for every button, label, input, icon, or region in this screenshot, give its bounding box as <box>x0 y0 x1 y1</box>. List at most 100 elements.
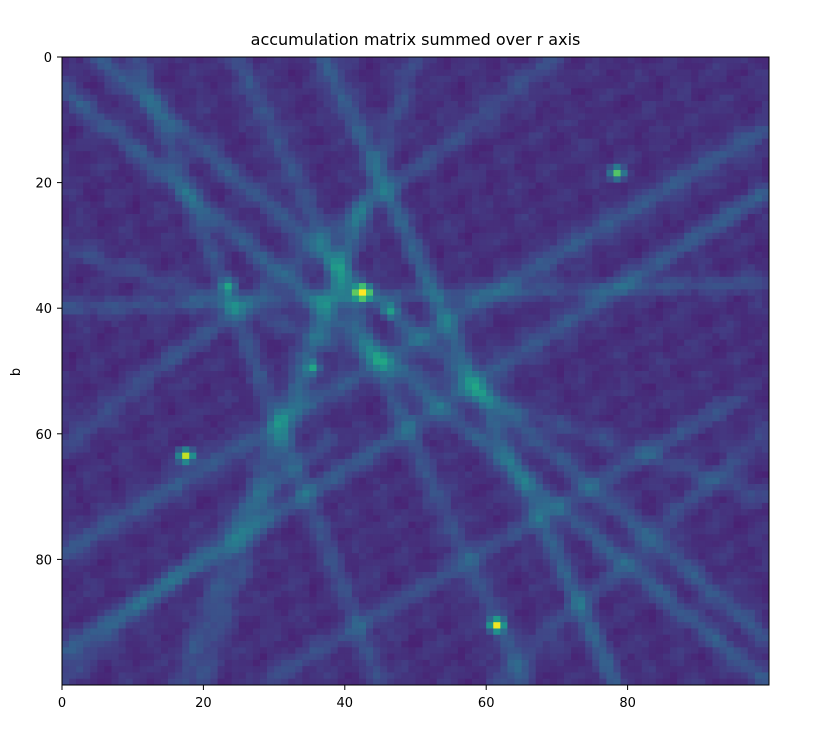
heatmap-cell <box>535 207 544 215</box>
heatmap-cell <box>677 283 685 290</box>
heatmap-cell <box>387 201 395 209</box>
heatmap-cell <box>337 257 346 265</box>
heatmap-cell <box>295 63 303 70</box>
heatmap-cell <box>330 358 339 366</box>
heatmap-cell <box>705 214 713 221</box>
heatmap-cell <box>401 63 409 70</box>
heatmap-cell <box>366 107 374 114</box>
heatmap-cell <box>493 100 501 108</box>
heatmap-cell <box>90 308 98 315</box>
heatmap-cell <box>224 63 233 70</box>
heatmap-cell <box>245 201 254 209</box>
heatmap-cell <box>535 176 544 183</box>
heatmap-cell <box>344 333 353 340</box>
heatmap-cell <box>740 352 749 359</box>
heatmap-cell <box>252 195 261 202</box>
heatmap-cell <box>401 345 409 353</box>
heatmap-cell <box>556 157 565 165</box>
heatmap-cell <box>684 163 692 171</box>
heatmap-cell <box>330 138 339 146</box>
heatmap-cell <box>281 163 289 171</box>
heatmap-cell <box>62 107 70 114</box>
heatmap-cell <box>139 163 148 171</box>
heatmap-cell <box>394 214 402 221</box>
heatmap-cell <box>90 88 98 96</box>
heatmap-cell <box>684 220 692 227</box>
heatmap-cell <box>613 88 621 96</box>
heatmap-cell <box>443 320 452 328</box>
heatmap-cell <box>408 270 416 278</box>
heatmap-cell <box>274 163 282 171</box>
heatmap-cell <box>160 176 169 183</box>
heatmap-cell <box>698 345 706 353</box>
heatmap-cell <box>160 188 169 196</box>
heatmap-cell <box>182 239 190 246</box>
heatmap-cell <box>613 94 621 102</box>
heatmap-cell <box>83 207 91 215</box>
heatmap-cell <box>740 327 749 334</box>
heatmap-cell <box>507 132 515 140</box>
heatmap-cell <box>655 239 664 246</box>
heatmap-cell <box>500 245 508 253</box>
heatmap-cell <box>507 138 515 146</box>
heatmap-cell <box>450 63 459 70</box>
heatmap-cell <box>507 182 515 190</box>
heatmap-cell <box>662 308 671 315</box>
heatmap-cell <box>302 289 310 297</box>
heatmap-cell <box>662 163 671 171</box>
heatmap-cell <box>549 283 558 290</box>
heatmap-cell <box>479 314 487 322</box>
heatmap-cell <box>464 163 473 171</box>
heatmap-cell <box>415 364 423 372</box>
heatmap-cell <box>670 339 678 347</box>
heatmap-cell <box>97 138 105 146</box>
heatmap-cell <box>479 327 487 334</box>
heatmap-cell <box>472 107 480 114</box>
heatmap-cell <box>528 94 537 102</box>
heatmap-cell <box>153 308 162 315</box>
heatmap-cell <box>450 232 459 240</box>
heatmap-cell <box>97 308 105 315</box>
heatmap-cell <box>373 69 381 77</box>
heatmap-cell <box>252 207 261 215</box>
heatmap-cell <box>408 75 416 83</box>
heatmap-cell <box>316 308 324 315</box>
heatmap-cell <box>69 57 77 64</box>
heatmap-cell <box>429 214 438 221</box>
heatmap-cell <box>288 163 296 171</box>
heatmap-cell <box>436 100 445 108</box>
heatmap-cell <box>175 257 183 265</box>
heatmap-cell <box>111 295 119 303</box>
heatmap-cell <box>422 264 431 271</box>
heatmap-cell <box>401 57 409 64</box>
heatmap-cell <box>542 151 551 158</box>
heatmap-cell <box>139 358 148 366</box>
heatmap-cell <box>330 345 339 353</box>
heatmap-cell <box>599 295 607 303</box>
heatmap-cell <box>500 57 508 64</box>
heatmap-cell <box>401 113 409 121</box>
heatmap-cell <box>698 100 706 108</box>
heatmap-cell <box>620 170 628 177</box>
heatmap-cell <box>104 245 112 253</box>
heatmap-cell <box>274 151 282 158</box>
heatmap-cell <box>571 214 579 221</box>
heatmap-cell <box>479 358 487 366</box>
heatmap-cell <box>344 82 353 89</box>
heatmap-cell <box>125 352 134 359</box>
heatmap-cell <box>457 333 466 340</box>
heatmap-cell <box>132 88 141 96</box>
heatmap-cell <box>486 176 494 183</box>
heatmap-cell <box>670 295 678 303</box>
heatmap-cell <box>231 157 240 165</box>
heatmap-cell <box>252 283 261 290</box>
heatmap-cell <box>182 75 190 83</box>
heatmap-cell <box>521 113 530 121</box>
heatmap-cell <box>323 295 332 303</box>
heatmap-cell <box>196 245 204 253</box>
heatmap-cell <box>691 57 699 64</box>
heatmap-cell <box>330 333 339 340</box>
heatmap-cell <box>556 182 565 190</box>
heatmap-cell <box>104 94 112 102</box>
heatmap-cell <box>486 251 494 259</box>
